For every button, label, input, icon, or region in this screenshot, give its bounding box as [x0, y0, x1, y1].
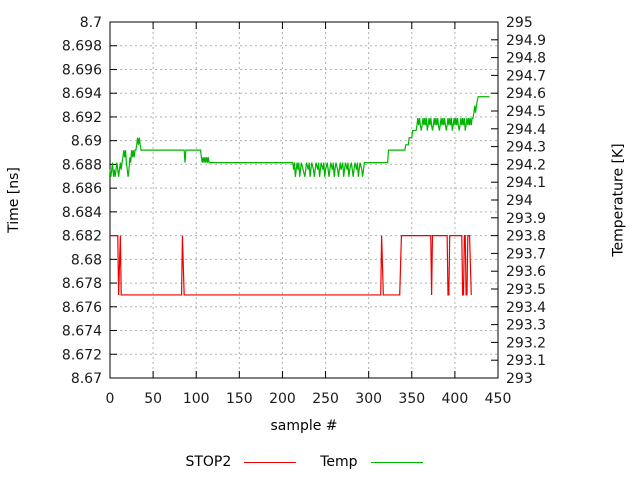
x-tick-label: 50	[144, 391, 162, 407]
y-right-tick-label: 294.6	[506, 86, 546, 102]
y-axis-title-left: Time [ns]	[6, 167, 22, 233]
y-right-tick-label: 293.2	[506, 335, 546, 351]
legend-item-stop2: STOP2	[185, 454, 297, 470]
y-right-tick-label: 293.3	[506, 318, 546, 334]
y-left-tick-label: 8.688	[62, 157, 102, 173]
x-tick-label: 0	[106, 391, 115, 407]
plot-border	[109, 21, 499, 379]
y-left-tick-label: 8.674	[62, 324, 102, 340]
y-left-tick-label: 8.672	[62, 347, 102, 363]
y-left-tick-label: 8.686	[62, 181, 102, 197]
y-axis-title-left-box: Time [ns]	[0, 60, 28, 340]
y-right-tick-label: 293	[506, 371, 533, 387]
x-axis-title: sample #	[270, 418, 338, 434]
y-left-tick-label: 8.684	[62, 205, 102, 221]
x-tick-label: 450	[485, 391, 512, 407]
y-left-tick-label: 8.7	[80, 15, 102, 31]
x-tick-label: 100	[183, 391, 210, 407]
legend: STOP2 Temp	[110, 454, 498, 470]
x-tick-label: 200	[269, 391, 296, 407]
y-left-tick-label: 8.682	[62, 229, 102, 245]
y-right-tick-label: 293.4	[506, 300, 546, 316]
legend-line-stop2-icon	[244, 461, 297, 463]
series-stop2	[110, 235, 472, 296]
y-right-tick-label: 294	[506, 193, 533, 209]
x-tick-label: 300	[355, 391, 382, 407]
legend-line-temp-icon	[370, 461, 423, 463]
y-left-tick-label: 8.678	[62, 276, 102, 292]
y-right-tick-label: 294.3	[506, 140, 546, 156]
legend-label-temp: Temp	[320, 454, 358, 470]
y-axis-title-right-box: Temperature [K]	[604, 60, 634, 340]
y-right-tick-label: 293.7	[506, 246, 546, 262]
y-left-tick-label: 8.69	[71, 134, 102, 150]
x-tick-label: 250	[312, 391, 339, 407]
y-right-tick-label: 294.7	[506, 68, 546, 84]
x-tick-label: 150	[226, 391, 253, 407]
y-left-tick-label: 8.692	[62, 110, 102, 126]
y-left-tick-label: 8.694	[62, 86, 102, 102]
y-left-tick-label: 8.68	[71, 252, 102, 268]
y-right-tick-label: 294.1	[506, 175, 546, 191]
y-left-tick-label: 8.676	[62, 300, 102, 316]
y-right-tick-label: 293.1	[506, 353, 546, 369]
series-temp	[109, 96, 490, 178]
y-axis-title-right: Temperature [K]	[611, 143, 627, 257]
y-right-tick-label: 294.5	[506, 104, 546, 120]
legend-item-temp: Temp	[320, 454, 423, 470]
y-left-tick-label: 8.67	[71, 371, 102, 387]
x-tick-label: 350	[398, 391, 425, 407]
y-right-tick-label: 293.9	[506, 211, 546, 227]
y-right-tick-label: 293.6	[506, 264, 546, 280]
y-right-tick-label: 294.8	[506, 51, 546, 67]
x-tick-label: 400	[442, 391, 469, 407]
y-right-tick-label: 293.8	[506, 229, 546, 245]
y-right-tick-label: 294.9	[506, 33, 546, 49]
legend-label-stop2: STOP2	[185, 454, 232, 470]
y-left-tick-label: 8.696	[62, 62, 102, 78]
y-left-tick-label: 8.698	[62, 39, 102, 55]
y-right-tick-label: 295	[506, 15, 533, 31]
y-right-tick-label: 293.5	[506, 282, 546, 298]
y-right-tick-label: 294.4	[506, 122, 546, 138]
y-right-tick-label: 294.2	[506, 157, 546, 173]
